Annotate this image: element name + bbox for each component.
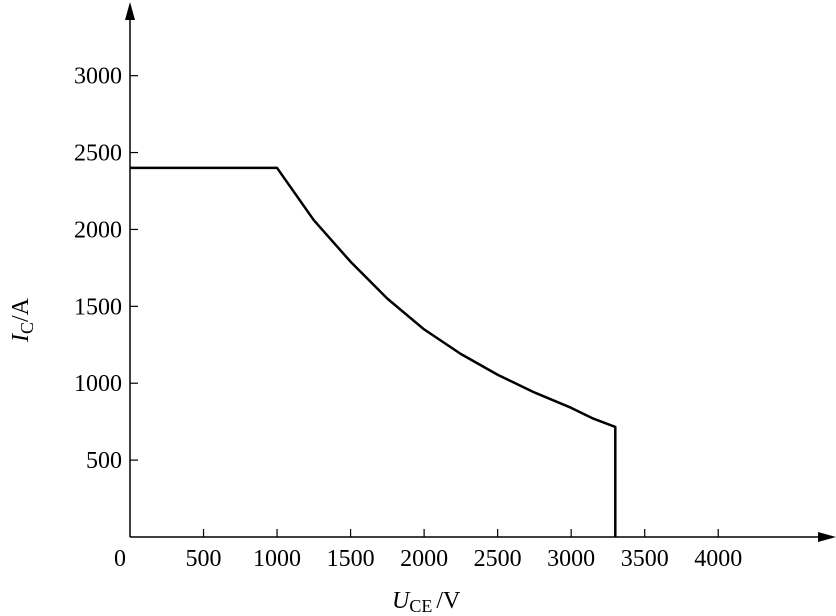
y-tick-label: 2500 xyxy=(74,141,122,167)
x-tick-label: 3500 xyxy=(621,546,669,572)
x-tick-label: 2500 xyxy=(474,546,522,572)
y-label-unit: /A xyxy=(8,297,34,322)
y-tick-label: 1500 xyxy=(74,294,122,320)
y-tick-label: 1000 xyxy=(74,371,122,397)
y-tick-label: 500 xyxy=(86,448,122,474)
x-tick-label: 3000 xyxy=(547,546,595,572)
x-tick-label: 1500 xyxy=(327,546,375,572)
y-label-symbol: I xyxy=(8,333,34,343)
x-tick-label: 500 xyxy=(186,546,222,572)
data-line xyxy=(130,166,617,537)
x-axis-label: UCE/V xyxy=(392,588,461,616)
y-axis-label: IC/A xyxy=(8,297,37,343)
y-tick-label: 2000 xyxy=(74,217,122,243)
y-tick-label: 3000 xyxy=(74,64,122,90)
x-label-unit: /V xyxy=(436,588,461,614)
x-tick-label: 1000 xyxy=(253,546,301,572)
y-axis-arrow xyxy=(125,2,135,20)
x-tick-label: 4000 xyxy=(694,546,742,572)
y-label-subscript: C xyxy=(17,322,37,334)
x-axis-arrow xyxy=(818,532,836,542)
x-tick-label: 0 xyxy=(114,546,126,572)
x-label-symbol: U xyxy=(392,588,411,614)
x-label-subscript: CE xyxy=(409,596,432,616)
x-tick-label: 2000 xyxy=(400,546,448,572)
